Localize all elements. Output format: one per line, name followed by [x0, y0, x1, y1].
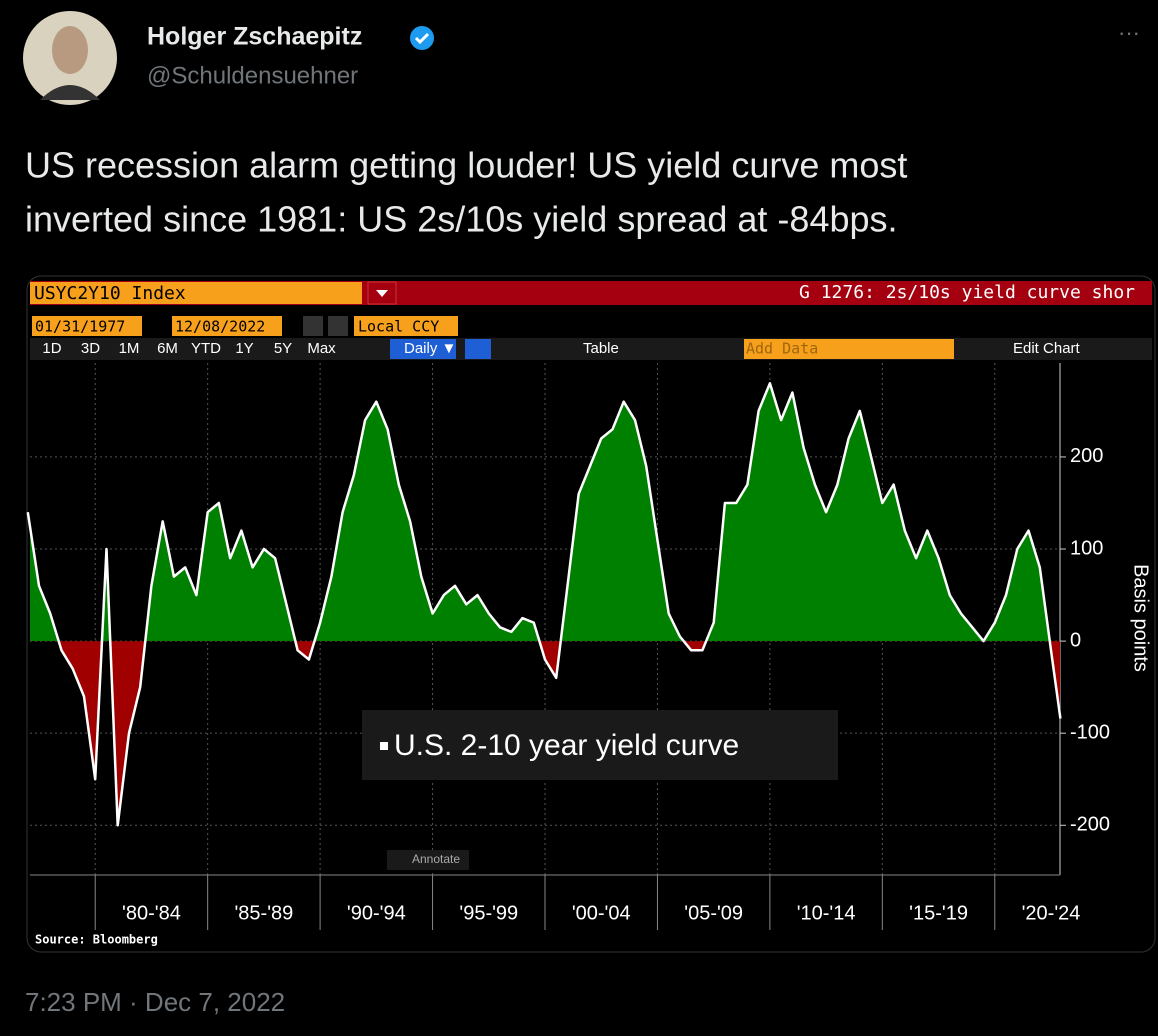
period-button[interactable]: 1D: [42, 340, 61, 357]
ticker-box: [30, 282, 362, 304]
period-button[interactable]: 3D: [81, 340, 100, 357]
next-button[interactable]: [328, 316, 348, 336]
x-tick-label: '90-'94: [347, 902, 406, 924]
chart-name: G 1276: 2s/10s yield curve shor: [799, 282, 1135, 303]
ticker: USYC2Y10 Index: [34, 283, 186, 304]
period-button[interactable]: YTD: [191, 340, 221, 357]
currency-box[interactable]: [354, 316, 458, 336]
start-date: 01/31/1977: [35, 318, 125, 336]
dropdown-arrow: [376, 290, 388, 297]
x-tick-label: '85-'89: [234, 902, 293, 924]
y-axis-label: Basis points: [1130, 564, 1152, 672]
date-box[interactable]: [172, 316, 282, 336]
avatar-suit: [40, 85, 100, 100]
x-tick-label: '15-'19: [909, 902, 968, 924]
period-button[interactable]: 5Y: [274, 340, 292, 357]
legend-label: U.S. 2-10 year yield curve: [394, 729, 739, 762]
period-button[interactable]: Max: [307, 340, 336, 357]
y-tick-label: 100: [1070, 537, 1103, 559]
y-tick-label: 0: [1070, 629, 1081, 651]
prev-button[interactable]: [303, 316, 323, 336]
area-positive: [30, 383, 1050, 642]
date-box[interactable]: [32, 316, 142, 336]
tweet-text: US recession alarm getting louder! US yi…: [25, 145, 907, 186]
period-button[interactable]: 1Y: [235, 340, 253, 357]
timestamp[interactable]: 7:23 PM · Dec 7, 2022: [25, 987, 285, 1017]
period-button[interactable]: 6M: [157, 340, 178, 357]
x-tick-label: '80-'84: [122, 902, 181, 924]
area-negative: [30, 641, 1060, 826]
legend-swatch: [380, 742, 388, 750]
add-data-box[interactable]: [744, 339, 954, 359]
avatar-face: [52, 26, 88, 74]
frequency: Daily ▼: [404, 340, 456, 357]
x-tick-label: '20-'24: [1022, 902, 1081, 924]
x-tick-label: '05-'09: [684, 902, 743, 924]
end-date: 12/08/2022: [175, 318, 265, 336]
annotate-button[interactable]: [387, 850, 469, 870]
y-tick-label: -200: [1070, 814, 1110, 836]
x-tick-label: '00-'04: [572, 902, 631, 924]
table-button[interactable]: Table: [583, 340, 619, 357]
more-button[interactable]: ···: [1118, 20, 1140, 45]
tweet-text: inverted since 1981: US 2s/10s yield spr…: [25, 199, 898, 240]
author-handle[interactable]: @Schuldensuehner: [147, 62, 358, 89]
y-tick-label: 200: [1070, 445, 1103, 467]
x-tick-label: '10-'14: [797, 902, 856, 924]
frequency-box[interactable]: [390, 339, 456, 359]
y-tick-label: -100: [1070, 721, 1110, 743]
verified-check: [414, 32, 430, 45]
series-line: [26, 382, 1062, 827]
currency: Local CCY: [358, 318, 439, 336]
line-chart-button[interactable]: [465, 339, 491, 359]
legend-box: [362, 710, 838, 780]
edit-chart[interactable]: Edit Chart: [1013, 340, 1081, 357]
period-button[interactable]: 1M: [119, 340, 140, 357]
x-tick-label: '95-'99: [459, 902, 518, 924]
author-name[interactable]: Holger Zschaepitz: [147, 23, 362, 51]
annotate-label: Annotate: [412, 852, 460, 866]
add-data: Add Data: [746, 340, 818, 358]
source: Source: Bloomberg: [35, 933, 158, 947]
